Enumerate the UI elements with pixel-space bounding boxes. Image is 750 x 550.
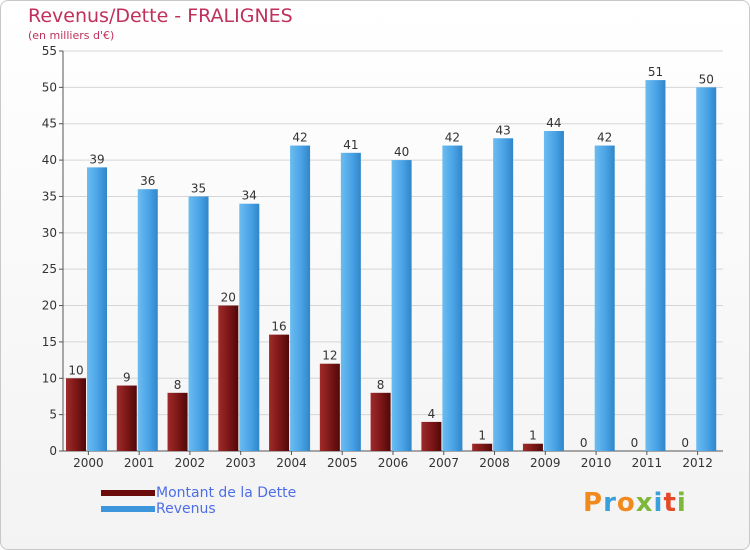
data-label-revenus: 40	[394, 145, 409, 159]
data-label-dette: 4	[428, 407, 436, 421]
bar-dette	[167, 392, 188, 451]
logo-letter: x	[635, 488, 654, 518]
bar-revenus	[340, 152, 361, 451]
bar-revenus	[87, 167, 107, 451]
data-label-dette: 20	[221, 291, 236, 305]
data-label-revenus: 42	[597, 131, 612, 145]
bar-dette	[269, 334, 290, 451]
y-tick-label: 55	[42, 44, 57, 58]
x-tick-label: 2007	[428, 456, 459, 470]
bar-revenus	[442, 145, 463, 451]
chart-title: Revenus/Dette - FRALIGNES	[28, 5, 293, 27]
x-tick-label: 2004	[276, 456, 307, 470]
data-label-revenus: 51	[648, 65, 663, 79]
bar-dette	[319, 363, 340, 451]
data-label-revenus: 43	[496, 123, 511, 137]
data-label-dette: 8	[377, 378, 385, 392]
y-tick-label: 5	[49, 408, 57, 422]
x-tick-label: 2003	[225, 456, 256, 470]
bar-revenus	[543, 131, 564, 451]
y-tick-label: 10	[42, 371, 57, 385]
logo-letter: o	[616, 488, 636, 518]
bar-revenus	[696, 87, 717, 451]
data-label-revenus: 34	[242, 189, 257, 203]
y-tick-label: 20	[42, 299, 57, 313]
bar-revenus	[391, 160, 412, 451]
y-tick-label: 45	[42, 117, 57, 131]
data-label-dette: 8	[174, 378, 182, 392]
logo-letter: t	[663, 488, 677, 518]
bar-dette	[218, 305, 239, 451]
data-label-dette: 0	[580, 436, 588, 450]
bar-dette	[421, 421, 442, 451]
x-tick-label: 2012	[682, 456, 713, 470]
data-label-dette: 1	[529, 429, 537, 443]
data-label-dette: 16	[271, 320, 286, 334]
data-label-dette: 0	[631, 436, 639, 450]
y-tick-label: 15	[42, 335, 57, 349]
data-label-dette: 0	[681, 436, 689, 450]
x-tick-label: 2005	[327, 456, 358, 470]
legend-swatch-revenus	[101, 506, 155, 512]
x-tick-label: 2002	[175, 456, 206, 470]
data-label-dette: 10	[68, 363, 83, 377]
logo-letter: i	[653, 488, 664, 518]
logo-letter: i	[676, 488, 687, 518]
logo-letter: P	[583, 488, 604, 518]
bar-revenus	[645, 80, 666, 451]
bar-revenus	[594, 145, 615, 451]
data-label-dette: 12	[322, 349, 337, 363]
y-tick-label: 50	[42, 80, 57, 94]
data-label-revenus: 42	[292, 131, 307, 145]
bar-dette	[370, 392, 391, 451]
x-tick-label: 2000	[73, 456, 104, 470]
bar-revenus	[290, 145, 311, 451]
y-tick-label: 25	[42, 262, 57, 276]
y-tick-label: 30	[42, 226, 57, 240]
x-tick-label: 2006	[378, 456, 409, 470]
data-label-revenus: 44	[546, 116, 561, 130]
bar-revenus	[188, 196, 209, 451]
chart-subtitle: (en milliers d'€)	[28, 29, 115, 42]
bar-dette	[522, 443, 543, 451]
bar-revenus	[137, 189, 158, 451]
logo-letter: r	[603, 488, 617, 518]
data-label-dette: 9	[123, 371, 131, 385]
x-tick-label: 2008	[479, 456, 510, 470]
bar-dette	[472, 443, 493, 451]
x-tick-label: 2001	[124, 456, 155, 470]
x-tick-label: 2009	[530, 456, 561, 470]
bar-revenus	[239, 203, 260, 451]
proxiti-logo: Proxiti	[583, 488, 687, 518]
data-label-revenus: 39	[89, 152, 104, 166]
data-label-revenus: 36	[140, 174, 155, 188]
legend-swatch-dette	[101, 490, 155, 496]
data-label-dette: 1	[478, 429, 486, 443]
data-label-revenus: 42	[445, 131, 460, 145]
y-tick-label: 0	[49, 444, 57, 458]
data-label-revenus: 50	[699, 72, 714, 86]
legend-label-revenus: Revenus	[156, 501, 216, 517]
y-tick-label: 35	[42, 189, 57, 203]
x-tick-label: 2011	[632, 456, 663, 470]
x-tick-label: 2010	[581, 456, 612, 470]
data-label-revenus: 41	[343, 138, 358, 152]
bar-dette	[116, 385, 137, 451]
y-tick-label: 40	[42, 153, 57, 167]
bar-revenus	[493, 138, 514, 452]
data-label-revenus: 35	[191, 181, 206, 195]
bar-dette	[66, 378, 86, 451]
legend-label-dette: Montant de la Dette	[156, 485, 297, 501]
